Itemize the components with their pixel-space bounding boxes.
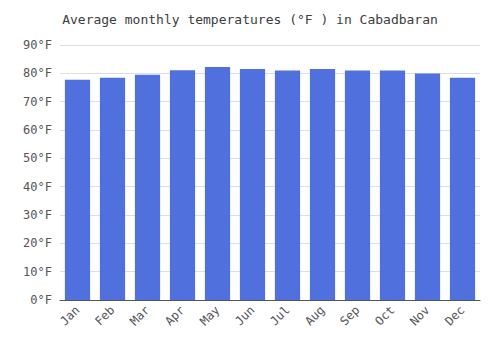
svg-text:40°F: 40°F: [23, 180, 52, 194]
svg-text:Aug: Aug: [302, 303, 327, 328]
svg-text:Oct: Oct: [372, 303, 397, 328]
svg-text:70°F: 70°F: [23, 95, 52, 109]
svg-text:Mar: Mar: [127, 303, 152, 328]
svg-text:Jan: Jan: [57, 303, 82, 328]
svg-text:60°F: 60°F: [23, 123, 52, 137]
svg-text:May: May: [197, 303, 222, 328]
svg-text:20°F: 20°F: [23, 236, 52, 250]
svg-text:Jun: Jun: [232, 303, 257, 328]
svg-text:Nov: Nov: [407, 303, 432, 328]
svg-text:10°F: 10°F: [23, 265, 52, 279]
svg-text:90°F: 90°F: [23, 38, 52, 52]
svg-text:Feb: Feb: [92, 303, 117, 328]
svg-text:0°F: 0°F: [30, 293, 52, 307]
svg-text:Average monthly temperatures (: Average monthly temperatures (°F ) in Ca…: [62, 12, 438, 27]
svg-text:Jul: Jul: [267, 303, 292, 328]
svg-text:80°F: 80°F: [23, 66, 52, 80]
svg-text:50°F: 50°F: [23, 151, 52, 165]
svg-text:Apr: Apr: [162, 303, 187, 328]
svg-text:30°F: 30°F: [23, 208, 52, 222]
svg-text:Dec: Dec: [442, 303, 467, 328]
svg-text:Sep: Sep: [337, 303, 362, 328]
